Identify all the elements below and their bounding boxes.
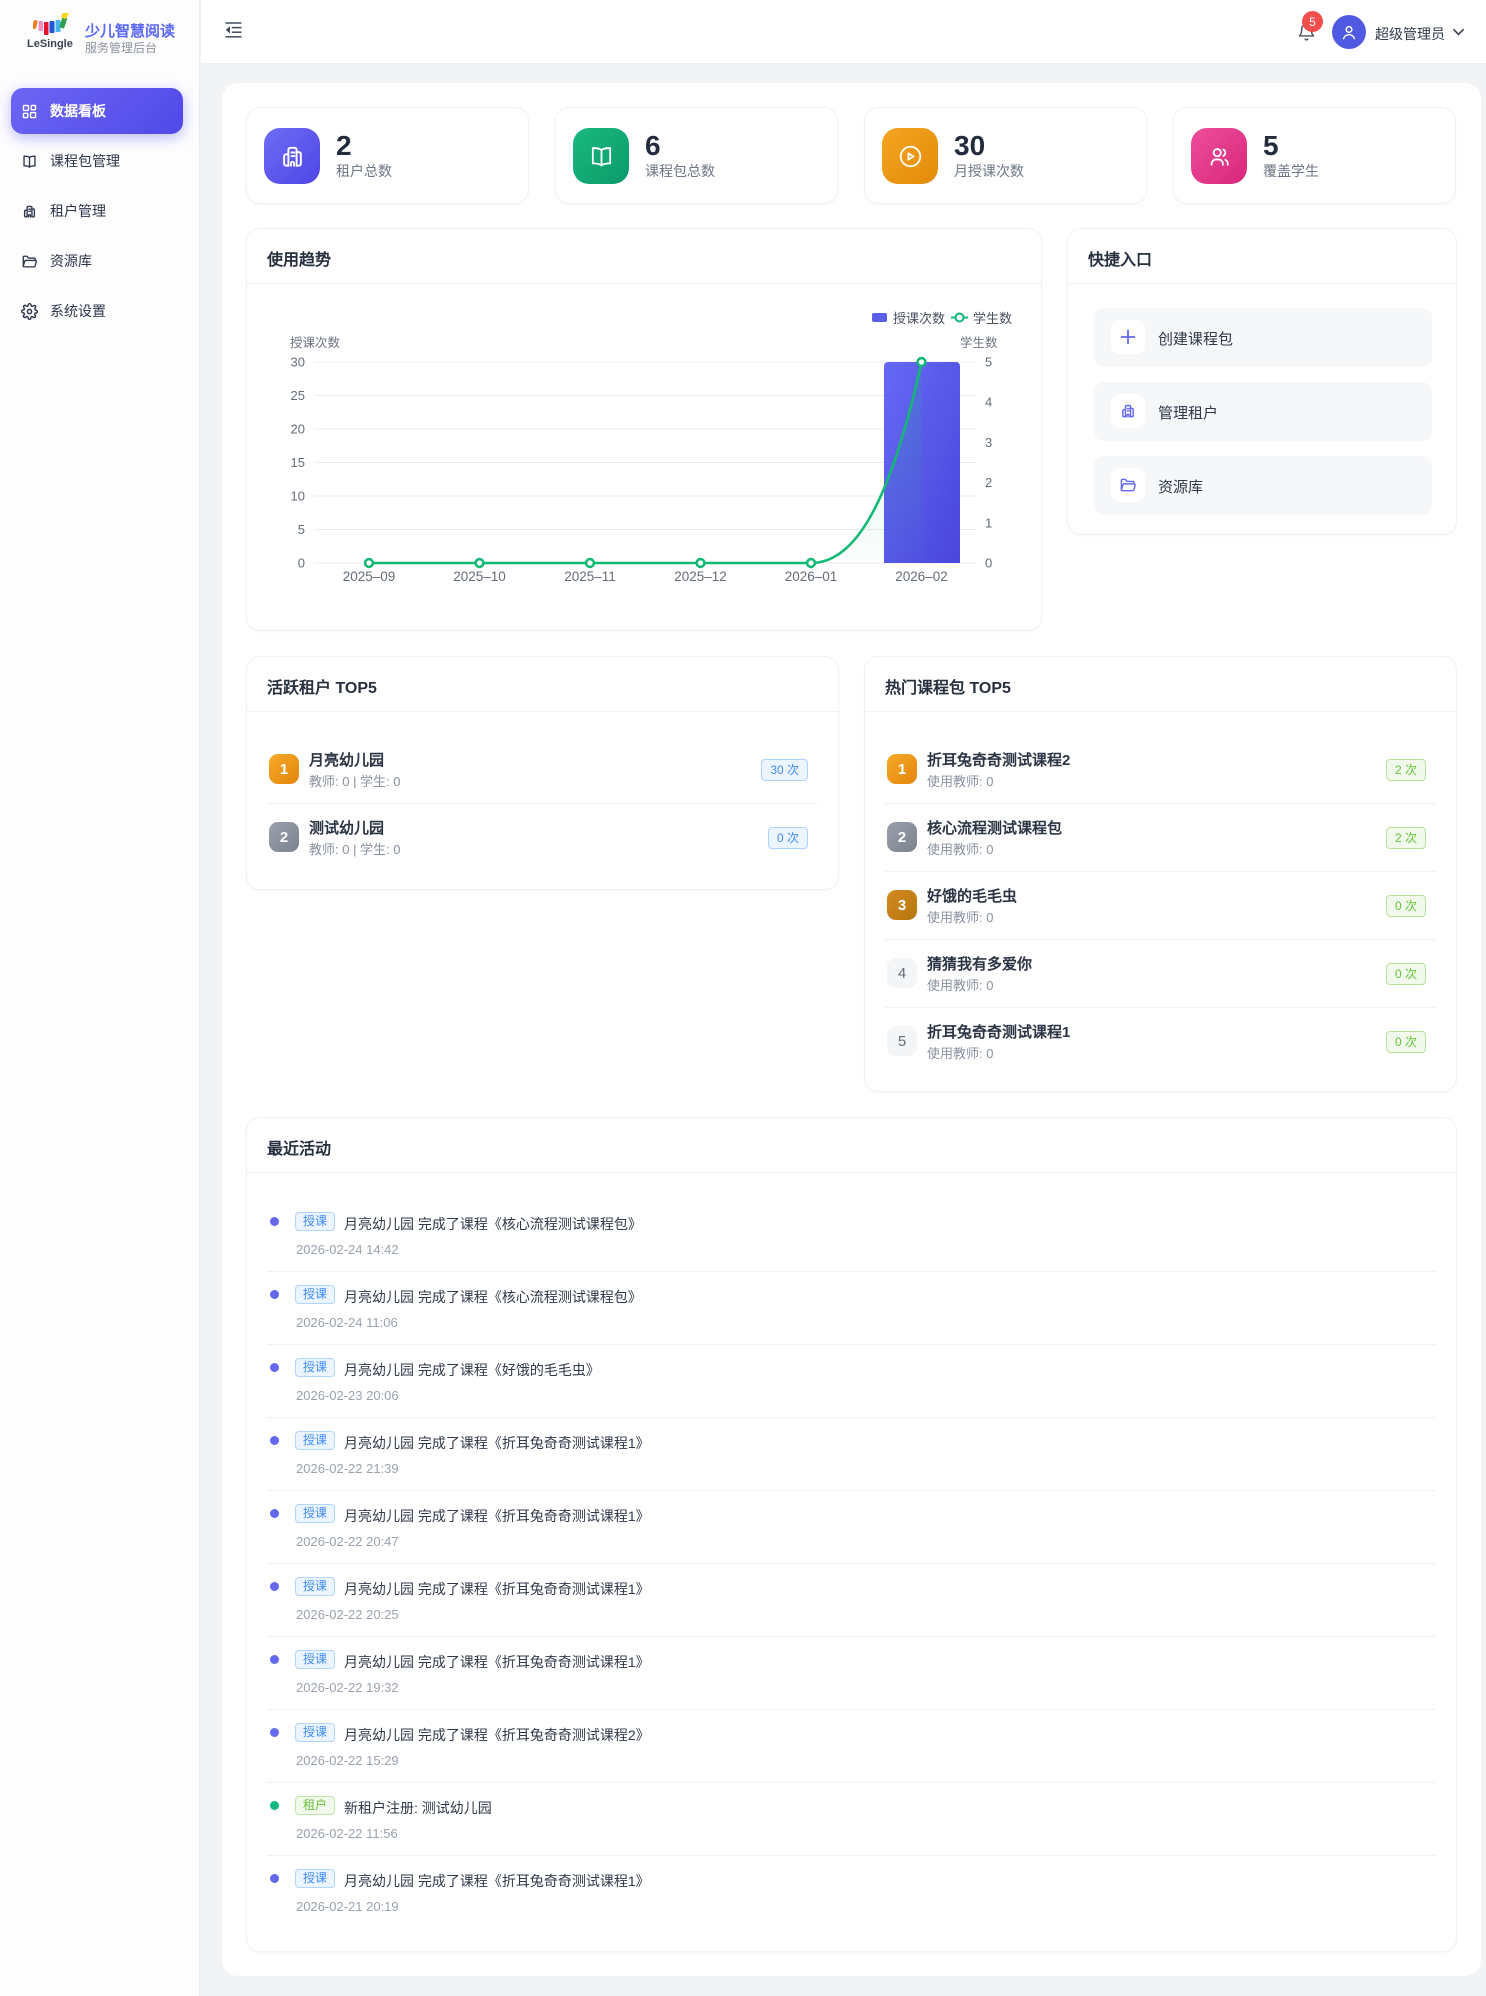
svg-text:20: 20 bbox=[291, 422, 305, 437]
svg-text:3: 3 bbox=[985, 435, 992, 450]
svg-text:2026–01: 2026–01 bbox=[785, 569, 838, 584]
svg-text:25: 25 bbox=[291, 388, 305, 403]
svg-text:2: 2 bbox=[985, 475, 992, 490]
svg-text:1: 1 bbox=[985, 515, 992, 530]
svg-text:4: 4 bbox=[985, 395, 992, 410]
svg-text:5: 5 bbox=[985, 355, 992, 370]
svg-text:学生数: 学生数 bbox=[973, 311, 1012, 326]
svg-text:2025–10: 2025–10 bbox=[453, 569, 506, 584]
svg-text:2025–11: 2025–11 bbox=[564, 569, 616, 584]
svg-text:学生数: 学生数 bbox=[960, 335, 998, 350]
svg-text:授课次数: 授课次数 bbox=[893, 311, 945, 326]
svg-text:0: 0 bbox=[985, 556, 992, 571]
svg-text:30: 30 bbox=[291, 355, 305, 370]
svg-text:5: 5 bbox=[298, 522, 305, 537]
svg-text:2025–09: 2025–09 bbox=[343, 569, 396, 584]
svg-text:授课次数: 授课次数 bbox=[290, 335, 341, 350]
svg-text:0: 0 bbox=[298, 556, 305, 571]
svg-text:2026–02: 2026–02 bbox=[895, 569, 948, 584]
svg-text:2025–12: 2025–12 bbox=[674, 569, 727, 584]
svg-text:10: 10 bbox=[291, 489, 305, 504]
svg-text:15: 15 bbox=[291, 455, 305, 470]
